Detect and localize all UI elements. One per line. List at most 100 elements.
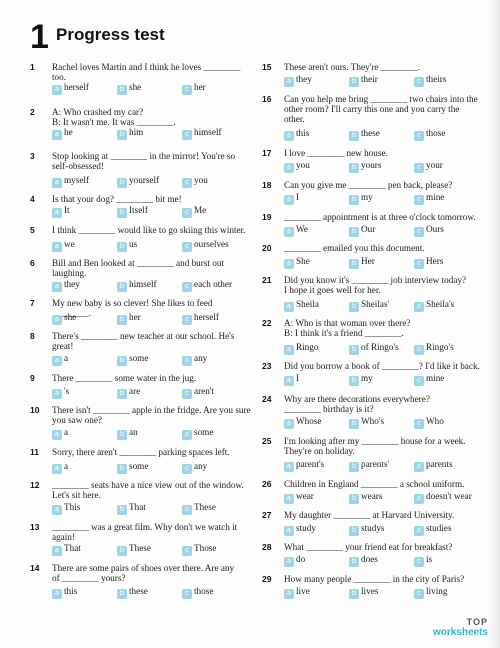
- answer-option-b[interactable]: b us: [117, 239, 137, 252]
- option-letter-box[interactable]: a: [52, 464, 62, 474]
- option-letter-box[interactable]: b: [349, 259, 359, 269]
- option-letter-box[interactable]: c: [182, 178, 192, 188]
- option-letter-box[interactable]: a: [52, 242, 62, 252]
- option-letter-box[interactable]: b: [349, 345, 359, 355]
- answer-option-a[interactable]: a you: [284, 160, 310, 173]
- option-letter-box[interactable]: a: [52, 282, 62, 292]
- answer-option-b[interactable]: b an: [117, 427, 138, 440]
- answer-option-a[interactable]: a That: [52, 543, 81, 556]
- answer-option-a[interactable]: a he: [52, 127, 73, 140]
- option-letter-box[interactable]: a: [284, 494, 294, 504]
- answer-option-b[interactable]: b Our: [349, 224, 375, 237]
- answer-option-a[interactable]: a Ringo: [284, 342, 318, 355]
- option-letter-box[interactable]: a: [52, 389, 62, 399]
- answer-option-c[interactable]: c you: [182, 175, 208, 188]
- option-letter-box[interactable]: b: [117, 178, 127, 188]
- answer-option-c[interactable]: c your: [414, 160, 443, 173]
- option-letter-box[interactable]: c: [182, 389, 192, 399]
- option-letter-box[interactable]: c: [182, 356, 192, 366]
- option-letter-box[interactable]: a: [52, 546, 62, 556]
- answer-option-a[interactable]: a herself: [52, 82, 89, 95]
- answer-option-c[interactable]: c Me: [182, 205, 206, 218]
- answer-option-c[interactable]: c mine: [414, 373, 444, 386]
- answer-option-b[interactable]: b some: [117, 353, 148, 366]
- option-letter-box[interactable]: a: [52, 178, 62, 188]
- option-letter-box[interactable]: a: [284, 77, 294, 87]
- option-letter-box[interactable]: a: [52, 430, 62, 440]
- option-letter-box[interactable]: b: [117, 85, 127, 95]
- option-letter-box[interactable]: c: [414, 376, 424, 386]
- option-letter-box[interactable]: b: [349, 494, 359, 504]
- answer-option-c[interactable]: c is: [414, 554, 432, 567]
- answer-option-a[interactable]: a parent's: [284, 459, 324, 472]
- answer-option-c[interactable]: c studies: [414, 523, 452, 536]
- answer-option-c[interactable]: c Those: [182, 543, 216, 556]
- option-letter-box[interactable]: b: [117, 464, 127, 474]
- option-letter-box[interactable]: a: [284, 589, 294, 599]
- answer-option-a[interactable]: a study: [284, 523, 316, 536]
- option-letter-box[interactable]: c: [414, 462, 424, 472]
- option-letter-box[interactable]: a: [284, 526, 294, 536]
- option-letter-box[interactable]: b: [349, 77, 359, 87]
- answer-option-b[interactable]: b of Ringo's: [349, 342, 399, 355]
- answer-option-a[interactable]: a We: [284, 224, 308, 237]
- answer-option-b[interactable]: b These: [117, 543, 151, 556]
- answer-option-c[interactable]: c those: [182, 586, 213, 599]
- option-letter-box[interactable]: c: [414, 77, 424, 87]
- answer-option-a[interactable]: a they: [284, 74, 312, 87]
- option-letter-box[interactable]: c: [414, 494, 424, 504]
- answer-option-b[interactable]: b their: [349, 74, 378, 87]
- option-letter-box[interactable]: a: [52, 208, 62, 218]
- answer-option-c[interactable]: c her: [182, 82, 206, 95]
- option-letter-box[interactable]: c: [182, 505, 192, 515]
- option-letter-box[interactable]: a: [284, 131, 294, 141]
- option-letter-box[interactable]: b: [117, 315, 127, 325]
- option-letter-box[interactable]: b: [117, 389, 127, 399]
- answer-option-c[interactable]: c some: [182, 427, 213, 440]
- option-letter-box[interactable]: c: [414, 345, 424, 355]
- option-letter-box[interactable]: b: [349, 419, 359, 429]
- answer-option-a[interactable]: a do: [284, 554, 305, 567]
- answer-option-b[interactable]: b Her: [349, 256, 375, 269]
- answer-option-c[interactable]: c each other: [182, 279, 232, 292]
- answer-option-c[interactable]: c himself: [182, 127, 222, 140]
- option-letter-box[interactable]: c: [182, 130, 192, 140]
- answer-option-a[interactable]: a She: [284, 256, 310, 269]
- option-letter-box[interactable]: b: [349, 589, 359, 599]
- option-letter-box[interactable]: a: [284, 376, 294, 386]
- answer-option-a[interactable]: a It: [52, 205, 70, 218]
- answer-option-a[interactable]: a this: [284, 128, 309, 141]
- answer-option-b[interactable]: b are: [117, 386, 140, 399]
- answer-option-a[interactable]: a This: [52, 502, 80, 515]
- option-letter-box[interactable]: b: [349, 557, 359, 567]
- answer-option-b[interactable]: b That: [117, 502, 146, 515]
- option-letter-box[interactable]: c: [414, 195, 424, 205]
- answer-option-a[interactable]: a myself: [52, 175, 89, 188]
- option-letter-box[interactable]: b: [349, 462, 359, 472]
- option-letter-box[interactable]: a: [284, 302, 294, 312]
- option-letter-box[interactable]: c: [182, 315, 192, 325]
- answer-option-a[interactable]: a Sheila: [284, 299, 319, 312]
- option-letter-box[interactable]: b: [349, 131, 359, 141]
- answer-option-b[interactable]: b Who's: [349, 416, 384, 429]
- answer-option-b[interactable]: b lives: [349, 586, 378, 599]
- option-letter-box[interactable]: c: [182, 208, 192, 218]
- option-letter-box[interactable]: a: [284, 195, 294, 205]
- answer-option-a[interactable]: a they: [52, 279, 80, 292]
- option-letter-box[interactable]: c: [182, 85, 192, 95]
- answer-option-b[interactable]: b studys: [349, 523, 385, 536]
- answer-option-a[interactable]: a this: [52, 586, 77, 599]
- option-letter-box[interactable]: c: [414, 227, 424, 237]
- answer-option-b[interactable]: b parents': [349, 459, 389, 472]
- option-letter-box[interactable]: a: [52, 315, 62, 325]
- option-letter-box[interactable]: a: [52, 85, 62, 95]
- answer-option-c[interactable]: c Hers: [414, 256, 443, 269]
- option-letter-box[interactable]: b: [349, 163, 359, 173]
- option-letter-box[interactable]: b: [117, 130, 127, 140]
- option-letter-box[interactable]: c: [182, 242, 192, 252]
- option-letter-box[interactable]: a: [52, 356, 62, 366]
